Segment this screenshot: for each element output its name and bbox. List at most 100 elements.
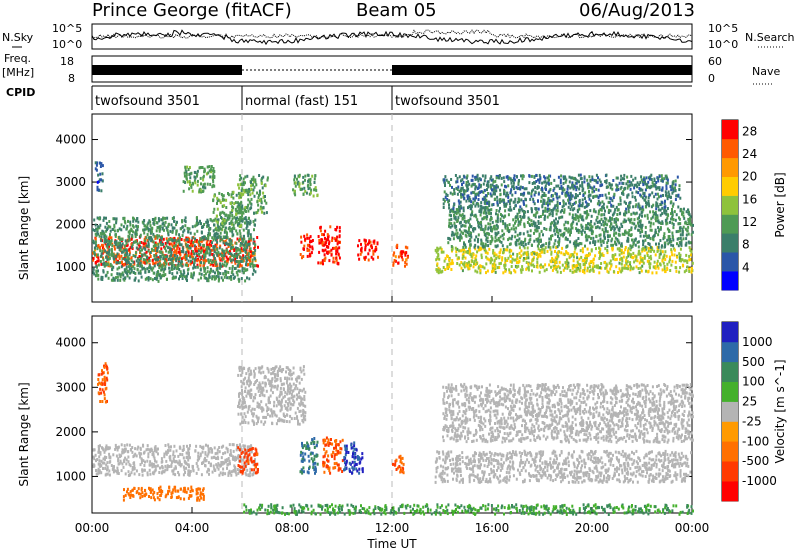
- power-cell: [364, 246, 367, 250]
- power-cell: [608, 196, 611, 200]
- power-cell: [660, 245, 663, 249]
- power-cell: [536, 262, 539, 266]
- power-cell: [190, 274, 193, 278]
- power-cell: [128, 247, 131, 251]
- power-cell: [149, 265, 152, 269]
- power-cell: [96, 247, 99, 251]
- power-cell: [184, 165, 187, 169]
- power-cell: [597, 196, 600, 200]
- power-cell: [589, 252, 591, 256]
- power-cell: [592, 261, 595, 265]
- power-cell: [210, 168, 212, 172]
- power-cell: [147, 276, 150, 279]
- power-cell: [639, 187, 642, 191]
- power-cell: [506, 248, 509, 252]
- power-cell: [439, 270, 442, 274]
- power-cell: [229, 229, 232, 233]
- power-cell: [574, 264, 577, 268]
- power-cell: [127, 219, 129, 223]
- power-cell: [615, 243, 618, 247]
- power-cell: [493, 262, 496, 266]
- power-cell: [234, 207, 237, 211]
- power-cell: [682, 264, 685, 268]
- power-cell: [306, 236, 309, 240]
- power-cell: [458, 209, 461, 213]
- power-cell: [537, 247, 540, 251]
- power-cell: [92, 228, 94, 232]
- power-cell: [100, 243, 103, 247]
- power-cell: [556, 221, 559, 225]
- power-cell: [526, 266, 529, 270]
- power-cell: [222, 249, 225, 253]
- power-cell: [649, 247, 652, 251]
- power-cell: [364, 255, 367, 259]
- power-cell: [532, 220, 535, 224]
- power-cell: [436, 256, 439, 259]
- power-cell: [561, 215, 564, 219]
- power-cell: [441, 269, 444, 273]
- power-cell: [244, 181, 246, 185]
- power-cell: [326, 233, 329, 237]
- power-cell: [473, 262, 475, 265]
- power-cell: [563, 208, 566, 212]
- power-cell: [513, 268, 516, 272]
- power-cell: [569, 269, 572, 273]
- power-cell: [525, 256, 528, 260]
- power-cell: [471, 174, 474, 178]
- power-cell: [396, 243, 399, 247]
- power-cell: [606, 249, 609, 252]
- power-cell: [564, 191, 567, 195]
- power-cell: [479, 185, 482, 189]
- power-cell: [245, 260, 248, 264]
- power-cell: [484, 202, 487, 205]
- power-cell: [634, 258, 637, 262]
- power-cell: [224, 269, 227, 273]
- power-cell: [570, 205, 573, 209]
- power-cell: [232, 273, 235, 277]
- power-cell: [620, 174, 623, 178]
- power-cell: [518, 210, 521, 214]
- power-cell: [465, 183, 468, 187]
- power-cell: [152, 262, 155, 265]
- power-cell: [523, 191, 526, 195]
- power-cell: [312, 194, 315, 198]
- power-cell: [188, 166, 191, 169]
- power-cell: [143, 231, 146, 235]
- power-cell: [488, 232, 491, 236]
- power-cell: [491, 264, 494, 268]
- power-cell: [610, 264, 613, 268]
- power-cell: [488, 204, 491, 208]
- power-cell: [582, 258, 584, 262]
- power-cell: [490, 178, 493, 182]
- power-cell: [97, 263, 100, 267]
- power-cell: [626, 180, 629, 184]
- power-cell: [148, 256, 151, 260]
- power-cell: [536, 229, 539, 233]
- power-cell: [253, 256, 256, 260]
- power-cell: [175, 223, 178, 227]
- power-cell: [533, 202, 536, 206]
- power-cell: [207, 279, 210, 283]
- power-cell: [598, 203, 601, 207]
- power-cell: [144, 261, 147, 265]
- power-cell: [247, 203, 250, 207]
- power-cell: [205, 259, 208, 263]
- power-cell: [444, 257, 447, 261]
- power-cell: [605, 179, 608, 183]
- power-cell: [169, 247, 172, 251]
- power-cell: [567, 191, 570, 195]
- power-cell: [160, 268, 163, 272]
- power-cell: [250, 184, 253, 188]
- power-cell: [227, 271, 230, 274]
- power-cell: [181, 234, 184, 238]
- power-cell: [599, 240, 602, 244]
- power-cell: [105, 216, 107, 220]
- power-cell: [237, 252, 240, 256]
- power-cell: [243, 217, 246, 221]
- power-cell: [674, 218, 677, 222]
- power-cell: [406, 255, 409, 259]
- power-cell: [585, 225, 588, 229]
- power-cell: [539, 265, 542, 269]
- power-cell: [92, 271, 95, 275]
- power-cell: [562, 252, 565, 256]
